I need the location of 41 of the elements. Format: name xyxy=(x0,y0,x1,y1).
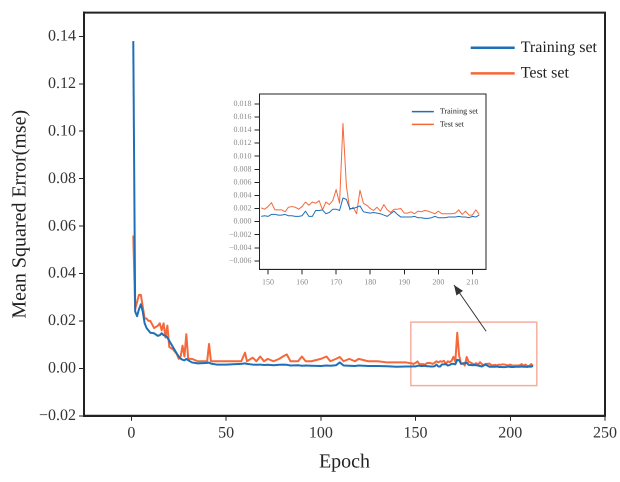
x-tick-label: 180 xyxy=(364,277,376,286)
y-axis-title: Mean Squared Error(mse) xyxy=(8,110,30,319)
x-tick-label: 170 xyxy=(330,277,342,286)
legend-label: Training set xyxy=(520,39,598,56)
x-tick-label: 50 xyxy=(218,424,234,442)
x-tick-label: 160 xyxy=(296,277,308,286)
y-tick-label: −0.006 xyxy=(228,256,252,265)
y-tick-label: 0.12 xyxy=(48,74,76,92)
y-tick-label: 0.06 xyxy=(48,217,76,234)
y-tick-label: 0.014 xyxy=(234,125,252,134)
y-tick-label: 0.006 xyxy=(234,177,252,186)
legend-label: Test set xyxy=(440,119,465,128)
x-tick-label: 200 xyxy=(432,277,444,286)
y-tick-label: 0.016 xyxy=(234,112,252,121)
y-tick-label: 0.004 xyxy=(234,190,252,200)
y-tick-label: −0.002 xyxy=(228,230,252,239)
x-tick-label: 150 xyxy=(404,424,428,442)
x-tick-label: 150 xyxy=(262,277,274,286)
legend-label: Training set xyxy=(440,106,479,116)
y-tick-label: 0.002 xyxy=(234,204,252,213)
x-axis-title: Epoch xyxy=(318,450,370,472)
legend-label: Test set xyxy=(520,64,570,82)
y-tick-label: 0.10 xyxy=(48,122,76,140)
x-tick-label: 0 xyxy=(127,424,136,442)
y-tick-label: 0.000 xyxy=(234,216,252,226)
y-tick-label: 0.008 xyxy=(234,164,252,174)
x-tick-label: 190 xyxy=(398,277,410,286)
y-tick-label: 0.010 xyxy=(234,151,252,160)
x-tick-label: 250 xyxy=(593,424,617,442)
y-tick-label: 0.012 xyxy=(234,138,252,148)
x-tick-label: 200 xyxy=(498,424,522,442)
x-tick-label: 210 xyxy=(466,277,478,286)
y-tick-label: 0.00 xyxy=(48,360,76,377)
y-tick-label: 0.018 xyxy=(234,98,252,108)
y-tick-label: 0.14 xyxy=(48,28,76,45)
y-tick-label: 0.08 xyxy=(48,170,76,187)
y-tick-label: 0.02 xyxy=(48,312,76,330)
y-tick-label: −0.004 xyxy=(228,242,252,252)
y-tick-label: −0.02 xyxy=(38,407,76,424)
x-tick-label: 100 xyxy=(308,424,333,442)
y-tick-label: 0.04 xyxy=(48,264,76,282)
